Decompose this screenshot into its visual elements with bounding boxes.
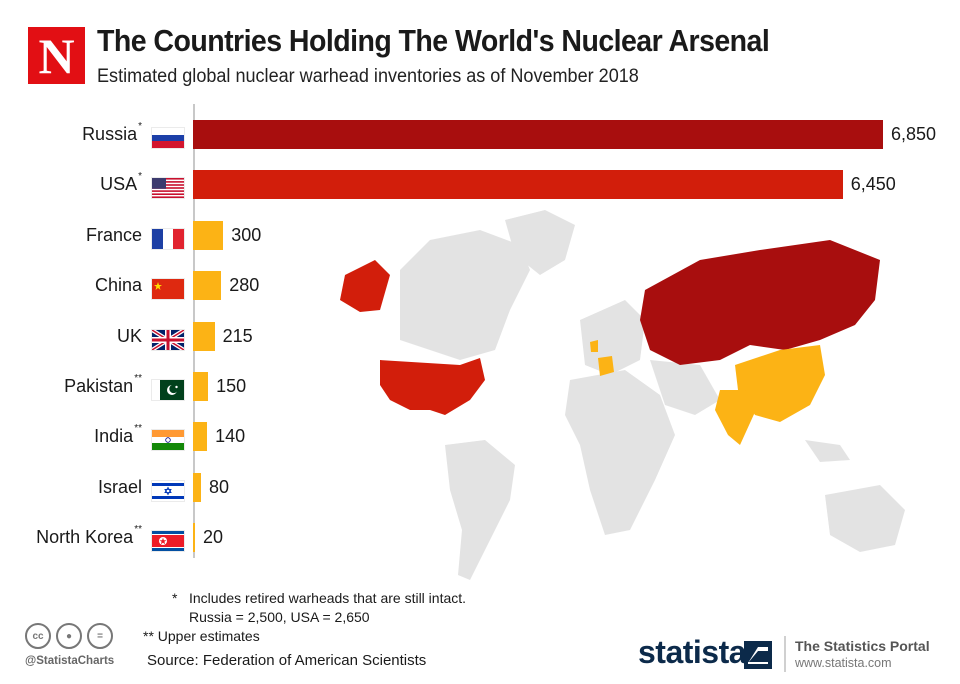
footnote-marker: * xyxy=(138,171,142,183)
uk-flag xyxy=(152,329,184,350)
usa-map-shape xyxy=(380,358,485,415)
category-name: USA xyxy=(100,174,138,195)
footnote-marker: ** xyxy=(134,373,142,384)
logo-letter: N xyxy=(38,27,75,84)
china-flag xyxy=(152,279,184,300)
chart-subtitle: Estimated global nuclear warhead invento… xyxy=(97,66,639,87)
footer-divider xyxy=(784,636,786,672)
source-text: Source: Federation of American Scientist… xyxy=(147,652,427,669)
bar-row: France 300 xyxy=(0,211,960,261)
bar xyxy=(193,321,215,351)
bar-row: Russia* 6,850 xyxy=(0,110,960,160)
bar xyxy=(193,523,195,553)
category-label: USA* xyxy=(100,171,142,195)
bar xyxy=(193,220,224,250)
category-name: Russia xyxy=(82,124,138,144)
uk-map-shape xyxy=(590,340,598,352)
cc-icon: cc xyxy=(25,623,51,649)
bar xyxy=(193,422,208,452)
category-name: India xyxy=(94,426,134,447)
footnote-star-line1: Includes retired warheads that are still… xyxy=(189,590,467,606)
alaska-map-shape xyxy=(340,260,390,312)
bar-row: USA* 6,450 xyxy=(0,160,960,210)
category-name: UK xyxy=(116,325,142,346)
france-flag xyxy=(152,228,184,249)
footnote-marker: * xyxy=(138,121,142,132)
bar-row: Israel 80 xyxy=(0,463,960,513)
pakistan-flag xyxy=(152,380,184,400)
data-label: 215 xyxy=(222,325,253,346)
bar xyxy=(193,472,202,502)
category-name: Israel xyxy=(97,476,142,497)
data-label: 150 xyxy=(216,376,247,396)
category-label: North Korea** xyxy=(36,524,142,548)
footnote-star-line2: Russia = 2,500, USA = 2,650 xyxy=(189,609,370,625)
no-derivatives-icon: = xyxy=(87,623,113,649)
twitter-handle: @StatistaCharts xyxy=(25,655,115,667)
category-label: France xyxy=(86,225,142,246)
footnote-marker: ** xyxy=(134,423,142,435)
bar-row: China 280 xyxy=(0,261,960,311)
footnote-marker: ** xyxy=(134,524,142,536)
north-korea-flag xyxy=(152,531,184,552)
bar xyxy=(193,170,843,200)
data-label: 80 xyxy=(209,476,230,497)
india-flag xyxy=(152,430,184,451)
chart-title: The Countries Holding The World's Nuclea… xyxy=(97,23,770,58)
bar xyxy=(193,120,883,149)
category-name: Pakistan xyxy=(64,376,134,396)
data-label: 6,450 xyxy=(850,174,896,195)
attribution-icon: ● xyxy=(56,623,82,649)
portal-label: The Statistics Portal xyxy=(795,638,930,654)
newsweek-logo: N xyxy=(28,27,85,84)
statista-wordmark: statista xyxy=(638,634,747,670)
category-name: China xyxy=(94,275,142,296)
category-label: Israel xyxy=(98,477,142,498)
russia-map-shape xyxy=(640,240,880,365)
usa-flag xyxy=(152,178,184,199)
bar xyxy=(193,271,222,301)
russia-flag xyxy=(152,128,184,148)
category-label: Pakistan** xyxy=(64,373,142,397)
bar-row: UK 215 xyxy=(0,312,960,362)
world-map xyxy=(340,210,905,580)
bar-row: North Korea** 20 xyxy=(0,513,960,563)
footnote-star-marker: * xyxy=(172,590,178,606)
france-map-shape xyxy=(598,356,614,376)
category-label: India** xyxy=(94,423,142,447)
category-label: Russia* xyxy=(82,121,142,145)
india-map-shape xyxy=(715,390,755,445)
license-icons: cc ● = xyxy=(25,623,113,649)
bar-row: Pakistan** 150 xyxy=(0,362,960,412)
category-name: North Korea xyxy=(36,527,134,548)
israel-flag xyxy=(152,480,184,501)
bar xyxy=(193,372,209,401)
china-map-shape xyxy=(735,345,825,422)
footnote-double-star: ** Upper estimates xyxy=(143,628,260,644)
data-label: 6,850 xyxy=(891,124,937,144)
category-label: UK xyxy=(117,326,142,347)
statista-logo-icon xyxy=(744,641,772,669)
portal-url: www.statista.com xyxy=(795,656,892,670)
data-label: 140 xyxy=(215,426,246,447)
bar-row: India** 140 xyxy=(0,412,960,462)
category-label: China xyxy=(95,275,142,296)
category-name: France xyxy=(85,224,142,245)
data-label: 20 xyxy=(203,527,224,548)
data-label: 300 xyxy=(231,224,262,245)
data-label: 280 xyxy=(229,275,260,296)
